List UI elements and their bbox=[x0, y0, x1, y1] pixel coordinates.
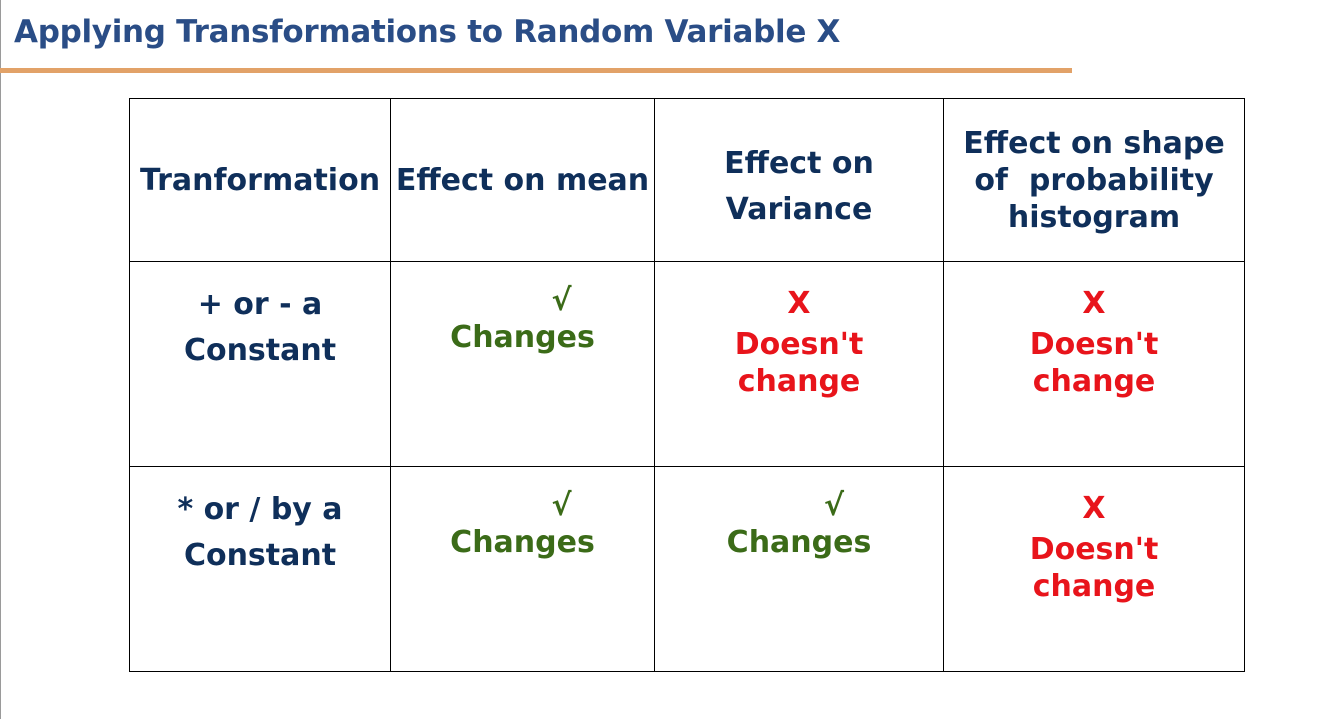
table-row-multiply-divide: * or / by a Constant √ Changes √ Changes… bbox=[129, 466, 1245, 672]
header-effect-shape-line2: of probability bbox=[974, 162, 1214, 198]
slide-left-border bbox=[0, 0, 1, 719]
table-row-add-subtract: + or - a Constant √ Changes X Doesn't ch… bbox=[129, 261, 1245, 467]
x-mark-icon: X bbox=[1082, 286, 1106, 321]
cell-mean-multiply-divide-text: Changes bbox=[450, 525, 595, 560]
cell-variance-add-subtract-line1: Doesn't bbox=[734, 327, 864, 362]
slide-title: Applying Transformations to Random Varia… bbox=[14, 14, 841, 50]
row-label-multiply-divide-line2: Constant bbox=[183, 538, 337, 573]
header-transformation: Tranformation bbox=[129, 98, 391, 262]
check-mark-icon: √ bbox=[551, 488, 572, 523]
header-row: Tranformation Effect on mean Effect on V… bbox=[129, 98, 1245, 262]
header-effect-shape: Effect on shape of probability histogram bbox=[943, 98, 1245, 262]
cell-mean-add-subtract-text: Changes bbox=[450, 320, 595, 355]
header-effect-mean-text: Effect on mean bbox=[395, 162, 650, 198]
header-effect-mean: Effect on mean bbox=[390, 98, 655, 262]
cell-mean-multiply-divide: √ Changes bbox=[390, 466, 655, 672]
cell-variance-add-subtract: X Doesn't change bbox=[654, 261, 944, 467]
row-label-multiply-divide-line1: * or / by a bbox=[177, 492, 343, 527]
cell-shape-add-subtract-line2: change bbox=[1032, 364, 1156, 399]
check-mark-icon: √ bbox=[551, 283, 572, 318]
header-effect-shape-line3: histogram bbox=[1007, 199, 1181, 235]
cell-variance-multiply-divide-text: Changes bbox=[726, 525, 872, 560]
title-underline bbox=[0, 68, 1072, 73]
cell-shape-add-subtract-line1: Doesn't bbox=[1029, 327, 1159, 362]
check-mark-icon: √ bbox=[823, 488, 844, 523]
header-transformation-text: Tranformation bbox=[139, 162, 381, 198]
row-label-add-subtract-line2: Constant bbox=[183, 333, 337, 368]
cell-shape-multiply-divide-line2: change bbox=[1032, 569, 1156, 604]
cell-shape-multiply-divide-line1: Doesn't bbox=[1029, 532, 1159, 567]
cell-shape-add-subtract: X Doesn't change bbox=[943, 261, 1245, 467]
cell-shape-multiply-divide: X Doesn't change bbox=[943, 466, 1245, 672]
x-mark-icon: X bbox=[787, 286, 811, 321]
header-effect-variance: Effect on Variance bbox=[654, 98, 944, 262]
cell-mean-add-subtract: √ Changes bbox=[390, 261, 655, 467]
cell-variance-add-subtract-line2: change bbox=[737, 364, 861, 399]
header-effect-variance-line2: Variance bbox=[725, 192, 873, 227]
header-effect-variance-line1: Effect on bbox=[724, 146, 874, 181]
row-label-multiply-divide: * or / by a Constant bbox=[129, 466, 391, 672]
transformations-table: Tranformation Effect on mean Effect on V… bbox=[129, 98, 1245, 672]
x-mark-icon: X bbox=[1082, 491, 1106, 526]
header-effect-shape-line1: Effect on shape bbox=[963, 125, 1225, 161]
row-label-add-subtract-line1: + or - a bbox=[197, 287, 323, 322]
row-label-add-subtract: + or - a Constant bbox=[129, 261, 391, 467]
cell-variance-multiply-divide: √ Changes bbox=[654, 466, 944, 672]
